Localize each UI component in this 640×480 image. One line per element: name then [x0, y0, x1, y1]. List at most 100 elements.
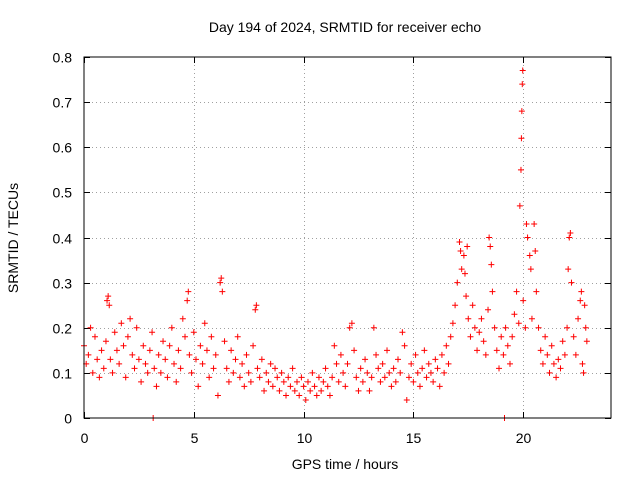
data-point [375, 365, 382, 372]
data-point [335, 378, 342, 385]
data-point [160, 338, 167, 345]
x-tick-label: 10 [297, 430, 313, 446]
data-point [324, 383, 331, 390]
data-point [523, 220, 530, 227]
data-point [263, 369, 270, 376]
data-point [559, 338, 566, 345]
data-point [502, 324, 509, 331]
data-point [129, 351, 136, 358]
data-point [386, 369, 393, 376]
data-point [342, 383, 349, 390]
data-point [173, 378, 180, 385]
y-tick-label: 0 [64, 411, 72, 427]
data-point [519, 81, 526, 88]
data-point [553, 374, 560, 381]
data-point [399, 329, 406, 336]
data-point [488, 261, 495, 268]
data-point [228, 347, 235, 354]
data-point [531, 220, 538, 227]
data-point [522, 324, 529, 331]
data-point [236, 374, 243, 381]
data-point [175, 347, 182, 354]
data-point [520, 297, 527, 304]
data-point [87, 324, 94, 331]
data-point [157, 369, 164, 376]
data-point [104, 297, 111, 304]
data-point [269, 383, 276, 390]
y-tick-label: 0.6 [53, 140, 73, 156]
data-point [482, 351, 489, 358]
data-point [366, 387, 373, 394]
data-point [274, 374, 281, 381]
data-point [557, 365, 564, 372]
data-point [94, 356, 101, 363]
grid [84, 57, 611, 418]
y-tick-label: 0.5 [53, 185, 73, 201]
data-point [518, 108, 525, 115]
data-point [320, 378, 327, 385]
plot-frame [83, 56, 612, 419]
data-point [460, 252, 467, 259]
data-point [140, 342, 147, 349]
data-point [457, 248, 464, 255]
data-point [318, 387, 325, 394]
data-point [186, 351, 193, 358]
data-point [218, 275, 225, 282]
data-point [120, 342, 127, 349]
data-point [212, 351, 219, 358]
data-point [245, 369, 252, 376]
data-point [535, 324, 542, 331]
data-point [138, 378, 145, 385]
data-point [85, 351, 92, 358]
data-point [219, 288, 226, 295]
data-point [564, 324, 571, 331]
data-point [537, 347, 544, 354]
data-point [480, 338, 487, 345]
data-point [252, 306, 259, 313]
data-point [425, 360, 432, 367]
data-point [91, 333, 98, 340]
data-point [142, 360, 149, 367]
data-point [465, 315, 472, 322]
data-point [493, 347, 500, 354]
data-point [579, 360, 586, 367]
data-point [118, 320, 125, 327]
data-point [298, 374, 305, 381]
data-point [276, 387, 283, 394]
data-point [567, 229, 574, 236]
data-point [331, 342, 338, 349]
data-point [476, 329, 483, 336]
data-point [302, 396, 309, 403]
data-point [464, 243, 471, 250]
x-tick-labels: 0 5 10 15 20 [81, 430, 532, 446]
data-point [182, 333, 189, 340]
data-point [243, 351, 250, 358]
data-point [247, 378, 254, 385]
data-point [153, 383, 160, 390]
data-point [333, 360, 340, 367]
data-point [434, 365, 441, 372]
data-point [550, 360, 557, 367]
data-point [307, 387, 314, 394]
data-point [351, 347, 358, 354]
data-point [527, 266, 534, 273]
data-point [208, 333, 215, 340]
data-point [403, 396, 410, 403]
data-point [441, 369, 448, 376]
data-point [239, 360, 246, 367]
data-point [397, 369, 404, 376]
data-point [445, 360, 452, 367]
data-point [179, 315, 186, 322]
data-point [177, 365, 184, 372]
data-point [188, 369, 195, 376]
y-tick-label: 0.4 [53, 231, 73, 247]
data-point [355, 387, 362, 394]
data-point [485, 306, 492, 313]
data-point [384, 347, 391, 354]
data-point [509, 333, 516, 340]
data-point [471, 324, 478, 331]
y-axis-label: SRMTID / TECUs [5, 183, 21, 293]
x-axis-label: GPS time / hours [292, 456, 399, 472]
data-point [575, 315, 582, 322]
data-point [116, 360, 123, 367]
